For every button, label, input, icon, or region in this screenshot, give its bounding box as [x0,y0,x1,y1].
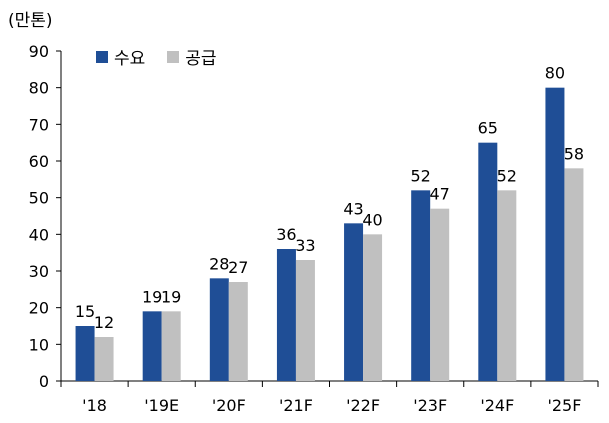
x-tick-label: '24F [480,396,514,415]
bar-demand [209,278,229,381]
bar-supply [161,311,181,381]
bar-demand [276,249,296,381]
x-tick-label: '25F [547,396,581,415]
bar-supply [430,208,450,381]
bar-demand [411,190,431,381]
y-tick-label: 50 [29,189,49,208]
data-label-supply: 40 [362,210,382,229]
y-tick-label: 0 [39,372,49,391]
bar-demand [545,87,565,382]
x-tick-label: '19E [144,396,179,415]
data-label-demand: 19 [142,287,162,306]
data-label-supply: 19 [161,287,181,306]
bar-supply [94,337,114,381]
legend-item-demand: 수요 [96,44,145,69]
data-label-supply: 33 [295,236,315,255]
bar-supply [497,190,517,381]
legend-label-supply: 공급 [185,49,217,69]
y-tick-label: 20 [29,299,49,318]
legend: 수요 공급 [96,44,239,69]
legend-label-demand: 수요 [114,49,146,69]
x-tick-label: '22F [346,396,380,415]
data-label-supply: 27 [228,258,248,277]
data-label-demand: 36 [276,225,296,244]
data-label-demand: 52 [411,166,431,185]
x-tick-label: '21F [279,396,313,415]
bar-demand [142,311,162,381]
data-label-demand: 43 [343,199,363,218]
y-tick-label: 70 [29,115,49,134]
y-unit-label: (만톤) [8,11,53,31]
bar-demand [478,142,498,381]
bar-supply [564,168,584,381]
y-tick-label: 60 [29,152,49,171]
data-label-demand: 65 [478,119,498,138]
bar-supply [295,260,315,381]
bar-demand [75,326,95,381]
y-tick-label: 90 [29,42,49,61]
bar-supply [228,282,248,381]
x-tick-label: '23F [413,396,447,415]
legend-item-supply: 공급 [167,44,217,69]
data-label-supply: 58 [564,144,584,163]
bar-supply [363,234,383,381]
y-tick-label: 30 [29,262,49,281]
x-tick-label: '18 [82,396,107,415]
data-label-demand: 15 [75,302,95,321]
x-tick-label: '20F [212,396,246,415]
bar-demand [344,223,364,381]
y-tick-label: 80 [29,79,49,98]
data-label-demand: 28 [209,254,229,273]
legend-swatch-supply [167,50,180,63]
data-label-supply: 52 [497,166,517,185]
data-label-demand: 80 [545,64,565,83]
data-label-supply: 12 [94,313,114,332]
legend-swatch-demand [96,50,108,63]
y-tick-label: 10 [29,335,49,354]
data-label-supply: 47 [430,185,450,204]
y-tick-label: 40 [29,225,49,244]
